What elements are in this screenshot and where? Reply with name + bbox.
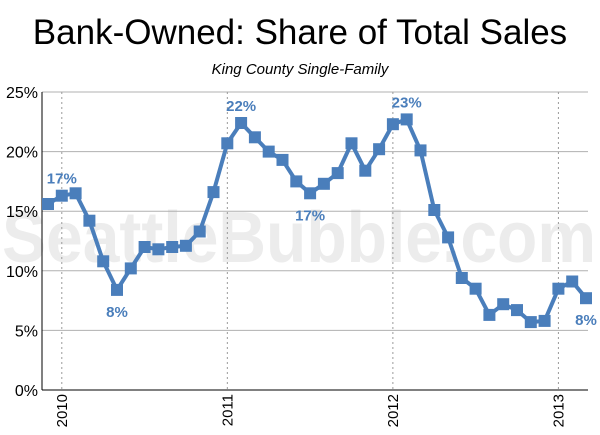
x-tick-label: 2011 bbox=[219, 394, 236, 426]
data-label: 23% bbox=[392, 94, 422, 111]
y-tick-labels: 0% 5% 10% 15% 20% 25% bbox=[6, 85, 38, 400]
data-point bbox=[428, 204, 441, 216]
data-point bbox=[345, 137, 358, 150]
y-tick-label: 20% bbox=[6, 145, 38, 162]
data-point bbox=[580, 292, 592, 305]
data-point bbox=[359, 164, 372, 177]
x-tick-label: 2012 bbox=[385, 394, 402, 427]
data-point bbox=[97, 255, 110, 268]
data-point bbox=[524, 316, 537, 329]
data-point bbox=[152, 243, 165, 256]
data-point bbox=[138, 241, 151, 253]
data-point bbox=[83, 214, 96, 227]
data-label: 17% bbox=[47, 171, 77, 188]
data-label: 8% bbox=[106, 304, 128, 321]
data-label-layer: 17% 8% 22% 17% 23% 8% bbox=[47, 94, 597, 329]
chart-subtitle: King County Single-Family bbox=[212, 61, 390, 78]
data-point bbox=[304, 187, 317, 200]
y-tick-label: 15% bbox=[6, 204, 38, 221]
y-tick-label: 25% bbox=[6, 85, 38, 102]
data-point bbox=[221, 137, 234, 150]
y-tick-label: 10% bbox=[6, 264, 38, 281]
data-point bbox=[55, 189, 68, 202]
x-tick-label: 2010 bbox=[54, 394, 71, 427]
series-line bbox=[46, 117, 588, 325]
data-point bbox=[262, 145, 275, 158]
y-tick-label: 0% bbox=[15, 383, 38, 400]
data-point bbox=[193, 225, 206, 238]
data-point bbox=[290, 175, 303, 188]
data-point bbox=[455, 272, 468, 284]
data-point bbox=[42, 198, 54, 210]
data-point bbox=[111, 283, 123, 296]
axes bbox=[41, 92, 588, 391]
data-point bbox=[552, 282, 565, 295]
data-point bbox=[166, 241, 179, 253]
series-layer bbox=[42, 113, 592, 329]
data-point bbox=[179, 239, 192, 252]
data-point bbox=[373, 143, 386, 156]
data-point bbox=[483, 308, 496, 321]
data-point bbox=[511, 304, 523, 317]
data-point bbox=[414, 144, 427, 157]
data-point bbox=[276, 153, 289, 166]
chart-title: Bank-Owned: Share of Total Sales bbox=[33, 13, 567, 52]
data-point bbox=[317, 177, 330, 190]
data-label: 22% bbox=[226, 98, 256, 115]
y-tick-label: 5% bbox=[15, 323, 38, 340]
data-point bbox=[538, 314, 551, 327]
data-point bbox=[69, 187, 82, 200]
data-point bbox=[386, 118, 399, 131]
data-point bbox=[124, 262, 137, 275]
x-tick-label: 2013 bbox=[550, 394, 567, 427]
data-label: 8% bbox=[575, 312, 597, 329]
data-point bbox=[469, 282, 482, 295]
data-point bbox=[248, 131, 261, 144]
data-point bbox=[442, 231, 455, 244]
data-point bbox=[235, 117, 248, 129]
data-point bbox=[497, 298, 510, 311]
x-tick-labels: 2010 2011 2012 2013 bbox=[54, 394, 568, 427]
data-label: 17% bbox=[295, 207, 325, 224]
data-point bbox=[331, 167, 344, 180]
data-point bbox=[207, 186, 220, 199]
data-point bbox=[400, 113, 413, 126]
data-point bbox=[566, 275, 579, 288]
